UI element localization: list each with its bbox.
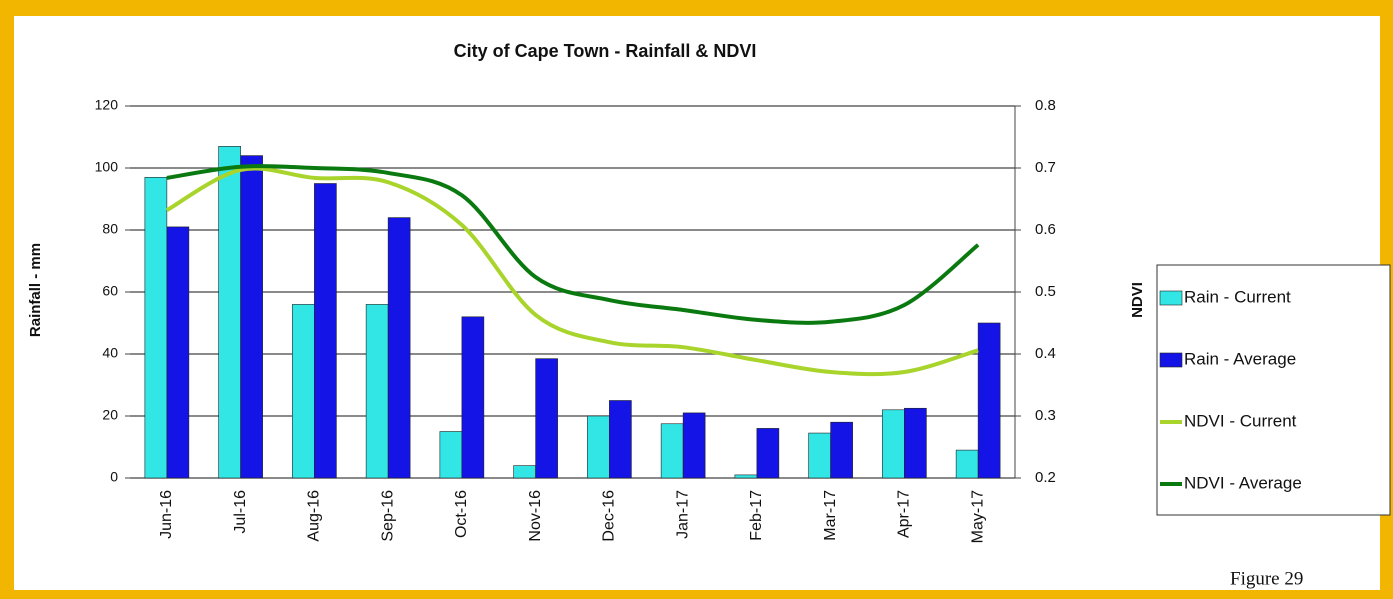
bar (955, 449, 979, 479)
bar (587, 415, 610, 479)
y-tick-label: 40 (102, 345, 118, 361)
x-tick-label: Aug-16 (306, 490, 323, 542)
bar (830, 421, 853, 479)
line (165, 166, 979, 377)
bar (292, 304, 315, 479)
y-tick-label: 60 (102, 283, 118, 299)
y2-tick-label: 0.2 (1035, 469, 1056, 486)
y2-tick-label: 0.5 (1035, 283, 1056, 300)
y2-tick-label: 0.6 (1035, 221, 1056, 238)
bar (609, 400, 632, 479)
bar (166, 226, 190, 479)
x-tick-label: Nov-16 (527, 490, 544, 542)
x-tick-label: Feb-17 (748, 490, 765, 541)
bar (660, 423, 684, 479)
bar (387, 217, 411, 479)
y-tick-label: 20 (102, 407, 118, 423)
bar (365, 304, 389, 479)
y-axis-label: Rainfall - mm (27, 243, 44, 337)
bar (240, 155, 263, 479)
legend-swatch (1159, 290, 1183, 306)
bar (682, 412, 706, 479)
legend-swatch (1159, 352, 1183, 368)
legend-label: Rain - Average (1184, 349, 1296, 368)
bar (461, 316, 485, 479)
x-tick-label: Apr-17 (896, 490, 913, 538)
x-tick-label: Jun-16 (158, 490, 175, 539)
legend-box (1156, 264, 1391, 516)
bar (535, 358, 558, 479)
legend-label: Rain - Current (1184, 287, 1291, 306)
legend-label: NDVI - Average (1184, 473, 1302, 492)
x-tick-label: Mar-17 (822, 490, 839, 541)
x-tick-label: Dec-16 (601, 490, 618, 542)
x-tick-label: Jul-16 (232, 490, 249, 534)
x-tick-label: Sep-16 (379, 490, 396, 542)
y2-tick-label: 0.4 (1035, 345, 1056, 362)
bar (513, 465, 536, 479)
bar (734, 474, 758, 479)
y2-axis-label: NDVI (1129, 282, 1146, 318)
bar (756, 428, 780, 479)
x-tick-label: May-17 (969, 490, 986, 543)
legend-label: NDVI - Current (1184, 411, 1297, 430)
y-tick-label: 0 (110, 469, 118, 485)
y-tick-label: 100 (95, 159, 119, 175)
y-tick-label: 120 (95, 97, 119, 113)
y2-tick-label: 0.7 (1035, 159, 1056, 176)
line (166, 164, 980, 325)
bar (808, 432, 831, 479)
bar (882, 409, 905, 479)
bar (977, 322, 1001, 479)
y2-tick-label: 0.3 (1035, 407, 1056, 424)
bar (439, 431, 463, 479)
x-tick-label: Oct-16 (453, 490, 470, 538)
bar (314, 183, 337, 479)
chart-title: City of Cape Town - Rainfall & NDVI (454, 41, 757, 61)
bar (904, 407, 927, 479)
bar (144, 177, 168, 479)
bar (218, 146, 241, 479)
y2-tick-label: 0.8 (1035, 97, 1056, 114)
x-tick-label: Jan-17 (674, 490, 691, 539)
caption: Figure 29 (1230, 568, 1303, 589)
y-tick-label: 80 (102, 221, 118, 237)
